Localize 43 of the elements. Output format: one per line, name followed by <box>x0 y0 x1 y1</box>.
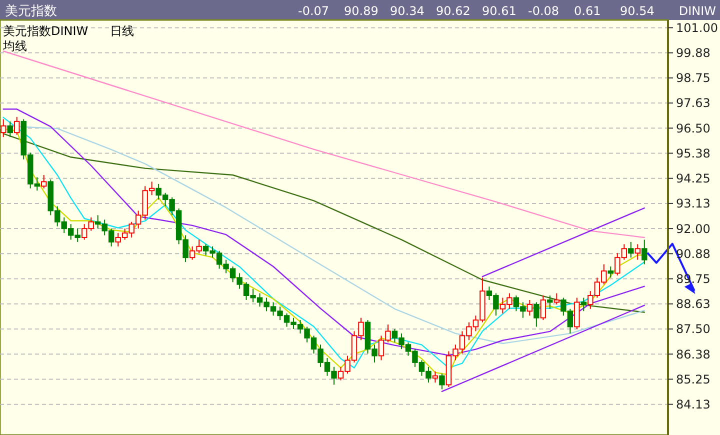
text: 90.62 <box>436 4 470 18</box>
y-tick-label: 86.38 <box>676 347 710 362</box>
candlestick <box>40 174 47 189</box>
text: DINIW <box>678 4 716 18</box>
candlestick <box>534 302 540 328</box>
y-tick-label: 97.63 <box>676 96 710 110</box>
candlestick <box>634 244 640 260</box>
candlestick <box>608 266 614 278</box>
text: 90.61 <box>482 4 516 18</box>
line-series <box>2 50 645 238</box>
candlestick <box>580 297 587 312</box>
candlestick <box>628 241 634 258</box>
candlestick <box>526 299 533 316</box>
y-tick-label: 88.63 <box>676 297 710 312</box>
text: 90.54 <box>620 4 654 18</box>
text: -0.08 <box>528 4 560 18</box>
y-tick-label: 96.50 <box>676 121 710 136</box>
y-tick-label: 92.00 <box>676 222 710 236</box>
y-tick-label: 98.75 <box>676 71 710 86</box>
y-tick-label: 95.38 <box>676 146 710 160</box>
text: -0.07 <box>298 4 330 18</box>
annotation: 均线 <box>2 39 27 53</box>
y-tick-label: 87.50 <box>676 322 710 336</box>
candlestick <box>554 292 560 305</box>
candlestick <box>432 370 438 384</box>
chart-title: 美元指数 <box>5 3 57 19</box>
y-tick-label: 93.13 <box>676 196 710 211</box>
y-tick-label: 85.25 <box>676 372 710 386</box>
text: 90.89 <box>344 4 378 18</box>
candlestick <box>547 295 553 310</box>
annotation: 美元指数DINIW <box>3 24 88 38</box>
candlestick <box>540 295 546 321</box>
text: 90.34 <box>390 4 424 18</box>
text: 0.61 <box>574 4 601 18</box>
y-tick-label: 84.13 <box>676 398 710 412</box>
annotation: 日线 <box>110 24 134 38</box>
y-tick-label: 99.88 <box>676 46 710 60</box>
y-tick-label: 94.25 <box>676 172 710 186</box>
candlestick <box>7 120 13 138</box>
candlestick <box>642 239 648 265</box>
candlestick <box>439 373 445 390</box>
candlestick <box>14 116 20 136</box>
y-tick-label: 101.00 <box>676 20 718 35</box>
